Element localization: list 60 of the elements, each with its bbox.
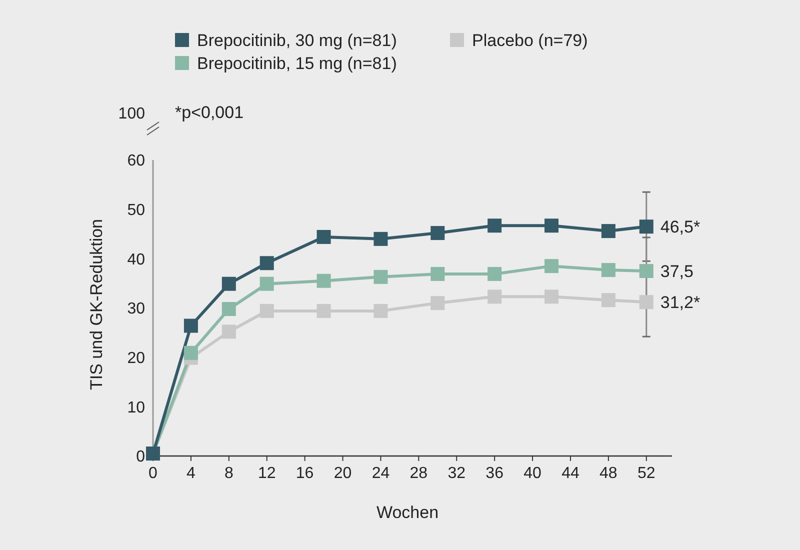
x-tick-label: 4 — [186, 465, 196, 482]
point — [488, 266, 502, 281]
x-tick-label: 44 — [562, 465, 580, 482]
point — [544, 259, 558, 274]
legend-label: Brepocitinib, 30 mg (n=81) — [197, 30, 397, 50]
point — [374, 232, 388, 246]
point — [222, 276, 236, 291]
point — [430, 266, 445, 281]
y-tick-label: 50 — [127, 202, 146, 219]
point — [260, 256, 274, 270]
data-label: 37,5 — [660, 262, 694, 281]
x-tick-label: 40 — [524, 465, 542, 482]
y-tick-label: 10 — [127, 399, 146, 416]
point — [639, 295, 654, 310]
x-tick-label: 48 — [600, 465, 618, 482]
point — [639, 264, 654, 278]
x-tick-label: 16 — [296, 465, 314, 482]
point — [374, 270, 388, 284]
x-tick-label: 8 — [224, 465, 234, 482]
x-tick-label: 24 — [372, 465, 390, 482]
y-tick-label: 0 — [136, 448, 146, 466]
point — [184, 318, 198, 333]
point — [601, 293, 616, 308]
point — [222, 302, 236, 316]
x-tick-label: 12 — [258, 465, 276, 482]
point — [316, 274, 331, 288]
point — [430, 296, 445, 310]
x-tick-label: 20 — [334, 465, 352, 482]
y-axis-title: TIS und GK-Reduktion — [87, 218, 106, 390]
point — [374, 304, 388, 318]
y-tick-label: 20 — [127, 350, 146, 367]
text: *p<0,001 — [175, 103, 244, 122]
point — [222, 324, 236, 339]
y-tick-label: 60 — [127, 152, 146, 170]
point — [260, 304, 274, 318]
x-tick-label: 0 — [148, 465, 158, 482]
point — [316, 230, 331, 244]
point — [260, 276, 274, 291]
y-tick-label: 40 — [127, 251, 146, 268]
point — [601, 224, 616, 238]
point — [488, 290, 502, 304]
point — [601, 263, 616, 278]
point — [639, 220, 654, 234]
point — [184, 346, 198, 360]
point — [430, 226, 445, 240]
point — [544, 290, 558, 304]
legend-label: Brepocitinib, 15 mg (n=81) — [197, 54, 397, 73]
y-tick-label: 30 — [127, 300, 146, 318]
point — [316, 304, 331, 318]
legend-label: Placebo (n=79) — [472, 30, 588, 50]
x-tick-label: 28 — [410, 465, 428, 482]
x-tick-label: 52 — [637, 465, 656, 482]
data-label: 31,2* — [660, 293, 700, 312]
point — [488, 218, 502, 233]
data-label: 46,5* — [660, 218, 700, 237]
x-tick-label: 36 — [486, 465, 504, 482]
x-tick-label: 32 — [448, 465, 466, 482]
point — [544, 218, 558, 233]
text: 100 — [118, 106, 146, 123]
x-axis-title: Wochen — [376, 503, 439, 522]
